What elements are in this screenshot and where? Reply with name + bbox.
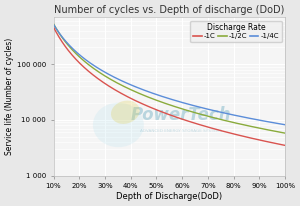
-1/4C <box>283 124 287 126</box>
Line: -1/4C: -1/4C <box>53 24 285 125</box>
-1/2C <box>262 128 265 130</box>
-1/4C <box>52 24 56 27</box>
Text: ADVANCED ENERGY STORAGE SYSTEMS: ADVANCED ENERGY STORAGE SYSTEMS <box>140 129 222 133</box>
-1/2C <box>283 132 287 134</box>
-1C <box>52 27 56 30</box>
-1/2C <box>189 110 192 113</box>
-1/4C <box>194 105 197 107</box>
-1/2C <box>247 125 250 127</box>
-1C <box>52 26 55 28</box>
Ellipse shape <box>93 103 144 147</box>
Legend: -1C, -1/2C, -1/4C: -1C, -1/2C, -1/4C <box>190 21 282 42</box>
-1C <box>247 136 250 139</box>
Ellipse shape <box>111 101 140 124</box>
X-axis label: Depth of Discharge(DoD): Depth of Discharge(DoD) <box>116 192 222 201</box>
-1C <box>262 140 265 142</box>
Line: -1/2C: -1/2C <box>53 24 285 133</box>
-1/4C <box>52 23 55 26</box>
-1C <box>190 121 193 123</box>
-1/4C <box>189 104 192 106</box>
-1C <box>194 122 197 125</box>
Y-axis label: Service life (Number of cycles): Service life (Number of cycles) <box>5 38 14 155</box>
-1/4C <box>190 104 193 106</box>
-1/4C <box>247 117 250 119</box>
Text: PowerTech: PowerTech <box>130 107 231 124</box>
-1/2C <box>190 110 193 113</box>
-1/2C <box>194 111 197 114</box>
-1C <box>283 144 287 147</box>
-1/2C <box>52 23 55 25</box>
-1C <box>189 121 192 123</box>
Line: -1C: -1C <box>53 27 285 145</box>
Title: Number of cycles vs. Depth of discharge (DoD): Number of cycles vs. Depth of discharge … <box>54 5 284 15</box>
-1/2C <box>52 24 56 26</box>
-1/4C <box>262 120 265 122</box>
